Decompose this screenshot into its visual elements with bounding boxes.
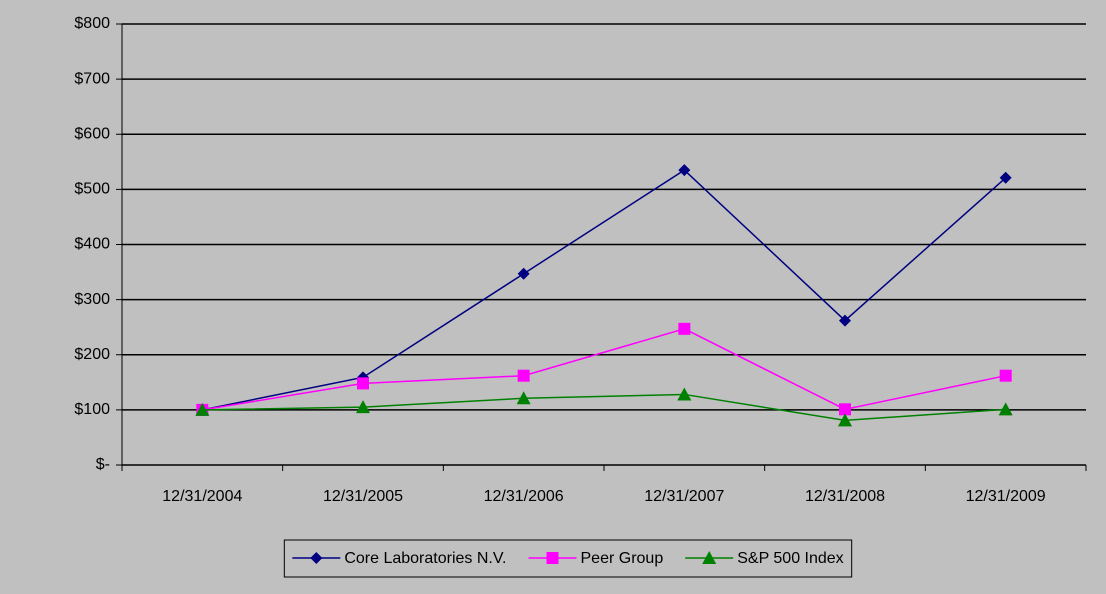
- marker: [839, 403, 851, 416]
- y-tick-label: $-: [96, 456, 110, 473]
- x-tick-label: 12/31/2007: [644, 488, 724, 505]
- series-line: [202, 393, 1006, 422]
- marker: [838, 413, 852, 427]
- legend-label: Peer Group: [581, 550, 664, 567]
- marker: [516, 391, 531, 405]
- y-tick-label: $600: [74, 125, 110, 142]
- marker: [357, 377, 369, 390]
- marker: [839, 314, 851, 327]
- x-tick-label: 12/31/2009: [966, 488, 1046, 505]
- series-line: [202, 169, 1007, 411]
- y-tick-label: $100: [74, 401, 110, 418]
- legend-marker: [702, 551, 717, 564]
- legend-label: Core Laboratories N.V.: [344, 550, 506, 567]
- marker: [517, 267, 530, 280]
- x-tick-label: 12/31/2006: [484, 488, 564, 505]
- marker: [678, 322, 691, 335]
- marker: [999, 369, 1012, 382]
- y-tick-label: $500: [74, 181, 110, 198]
- series-line: [202, 328, 1006, 411]
- legend-label: S&P 500 Index: [737, 550, 843, 567]
- marker: [678, 164, 691, 177]
- x-tick-label: 12/31/2008: [805, 488, 885, 505]
- y-tick-label: $700: [74, 70, 110, 87]
- x-tick-label: 12/31/2005: [323, 488, 403, 505]
- marker: [998, 402, 1013, 416]
- marker: [999, 171, 1012, 184]
- y-tick-label: $300: [74, 291, 110, 308]
- legend-marker: [546, 552, 559, 564]
- marker: [356, 400, 370, 414]
- marker: [195, 402, 210, 416]
- x-tick-label: 12/31/2004: [162, 488, 242, 505]
- marker: [677, 387, 692, 401]
- y-tick-label: $200: [74, 346, 110, 363]
- legend-marker: [310, 552, 323, 564]
- y-tick-label: $400: [74, 236, 110, 253]
- marker: [517, 369, 530, 382]
- y-tick-label: $800: [74, 15, 110, 32]
